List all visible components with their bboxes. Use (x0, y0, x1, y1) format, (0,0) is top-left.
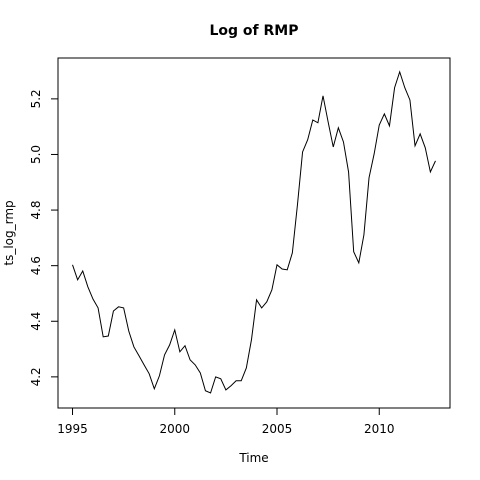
x-tick-label: 1995 (57, 422, 88, 436)
x-tick-label: 2005 (262, 422, 293, 436)
x-axis-label: Time (238, 451, 268, 465)
y-tick-label: 4.4 (29, 312, 43, 331)
y-tick-label: 5.2 (29, 89, 43, 108)
x-tick-label: 2010 (364, 422, 395, 436)
plot-box (57, 57, 451, 409)
y-tick-label: 5.0 (29, 145, 43, 164)
y-tick-label: 4.8 (29, 201, 43, 220)
chart-title: Log of RMP (210, 23, 299, 39)
y-tick-label: 4.2 (29, 367, 43, 386)
line-series (72, 70, 436, 394)
x-tick-label: 2000 (159, 422, 190, 436)
y-tick-label: 4.6 (29, 256, 43, 275)
y-axis-label: ts_log_rmp (2, 200, 16, 265)
